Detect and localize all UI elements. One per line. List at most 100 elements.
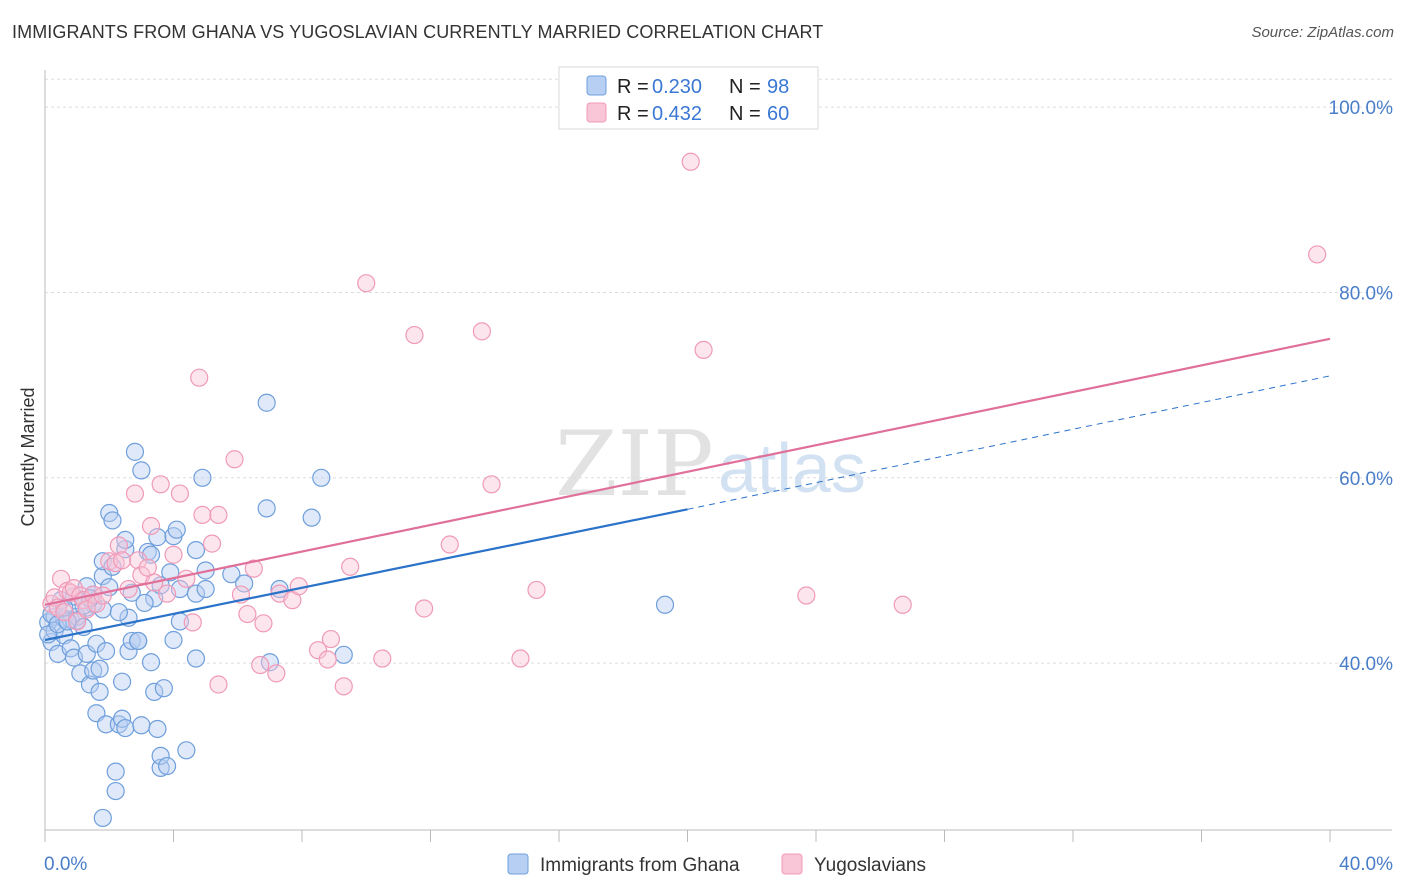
- point-yugoslavian-35: [209, 675, 228, 694]
- point-yugoslavian-31: [183, 613, 202, 632]
- point-ghana-39: [112, 672, 132, 691]
- trend-line-ghana: [44, 508, 688, 642]
- axes: [44, 70, 1392, 842]
- point-yugoslavian-24: [141, 516, 161, 536]
- point-yugoslavian-52: [357, 274, 376, 293]
- point-yugoslavian-15: [100, 552, 119, 571]
- point-ghana-85: [312, 468, 331, 487]
- legend-n-label-yugoslavian: N =: [729, 103, 766, 125]
- point-yugoslavian-63: [797, 586, 816, 605]
- trend-line-yugoslavian: [44, 337, 1331, 606]
- legend-r-label-yugoslavian: R =: [617, 103, 654, 125]
- legend-n-value-ghana: 98: [767, 76, 789, 98]
- point-yugoslavian-62: [694, 340, 713, 360]
- point-yugoslavian-21: [129, 551, 148, 570]
- point-yugoslavian-7: [64, 578, 84, 598]
- point-yugoslavian-54: [405, 325, 424, 345]
- point-yugoslavian-27: [157, 584, 177, 603]
- point-yugoslavian-37: [225, 450, 244, 469]
- point-ghana-58: [148, 528, 167, 547]
- point-ghana-80: [257, 393, 276, 412]
- legend-bottom: Immigrants from Ghana Yugoslavians: [507, 853, 926, 876]
- legend-swatch-ghana: [586, 75, 607, 96]
- point-ghana-52: [132, 716, 151, 735]
- point-yugoslavian-55: [414, 599, 434, 618]
- point-ghana-84: [302, 508, 321, 527]
- legend-r-label-ghana: R =: [617, 76, 654, 98]
- point-ghana-48: [125, 442, 145, 461]
- y-tick-labels: 40.0% 60.0% 80.0% 100.0%: [1329, 98, 1394, 675]
- point-yugoslavian-4: [55, 603, 74, 622]
- point-ghana-30: [96, 642, 116, 661]
- point-yugoslavian-36: [209, 505, 228, 524]
- point-yugoslavian-61: [681, 152, 700, 171]
- trend-lines: [44, 337, 1331, 642]
- point-yugoslavian-20: [125, 484, 145, 503]
- point-yugoslavian-53: [373, 649, 392, 668]
- point-yugoslavian-34: [202, 534, 222, 553]
- point-yugoslavian-26: [151, 475, 170, 494]
- point-yugoslavian-56: [440, 535, 459, 554]
- point-ghana-72: [186, 540, 206, 560]
- point-ghana-68: [167, 520, 186, 539]
- point-yugoslavian-42: [254, 614, 273, 633]
- chart-title: IMMIGRANTS FROM GHANA VS YUGOSLAVIAN CUR…: [12, 22, 824, 42]
- point-ghana-64: [157, 756, 177, 776]
- point-yugoslavian-17: [109, 536, 128, 555]
- legend-bottom-swatch-yugoslavian: [781, 853, 803, 875]
- x-tick-label-1: 40.0%: [1339, 854, 1393, 875]
- point-ghana-81: [257, 499, 276, 518]
- point-ghana-87: [655, 595, 675, 614]
- point-ghana-26: [90, 682, 109, 702]
- x-tick-label-0: 0.0%: [44, 854, 87, 875]
- point-yugoslavian-40: [244, 559, 263, 578]
- point-ghana-22: [84, 661, 103, 680]
- point-ghana-50: [129, 631, 148, 651]
- y-tick-label-0: 40.0%: [1339, 654, 1393, 675]
- legend-r-value-ghana: 0.230: [652, 76, 702, 98]
- point-ghana-57: [145, 682, 164, 702]
- point-yugoslavian-14: [93, 586, 112, 605]
- x-tick-labels: 0.0% 40.0%: [44, 854, 1393, 875]
- point-yugoslavian-33: [193, 505, 212, 524]
- point-ghana-88: [93, 808, 112, 828]
- point-ghana-59: [148, 719, 167, 739]
- point-yugoslavian-39: [238, 604, 257, 624]
- point-ghana-79: [235, 574, 254, 593]
- point-yugoslavian-41: [251, 655, 270, 675]
- point-yugoslavian-49: [321, 629, 341, 649]
- point-yugoslavian-59: [511, 649, 530, 668]
- point-ghana-66: [164, 630, 183, 650]
- point-ghana-61: [151, 746, 170, 765]
- point-yugoslavian-48: [318, 650, 337, 669]
- point-yugoslavian-51: [341, 557, 360, 576]
- y-tick-label-3: 100.0%: [1329, 98, 1394, 119]
- legend-swatch-yugoslavian: [586, 102, 607, 123]
- y-tick-label-1: 60.0%: [1339, 469, 1393, 490]
- point-ghana-86: [334, 645, 353, 664]
- point-yugoslavian-28: [164, 545, 183, 564]
- point-yugoslavian-50: [334, 677, 353, 696]
- point-ghana-71: [177, 741, 196, 760]
- point-ghana-41: [116, 718, 135, 738]
- legend-bottom-label-ghana: Immigrants from Ghana: [540, 855, 740, 876]
- point-ghana-55: [141, 653, 161, 672]
- point-yugoslavian-18: [112, 551, 132, 570]
- point-yugoslavian-58: [482, 475, 501, 494]
- y-axis-label: Currently Married: [18, 387, 38, 526]
- point-ghana-76: [196, 579, 215, 599]
- point-yugoslavian-65: [1308, 245, 1327, 264]
- point-ghana-19: [80, 675, 100, 694]
- point-ghana-23: [87, 634, 106, 653]
- point-yugoslavian-43: [267, 664, 286, 683]
- point-ghana-37: [106, 762, 125, 781]
- legend-top: R = 0.230 N = 98 R = 0.432 N = 60: [558, 66, 819, 130]
- point-yugoslavian-32: [190, 368, 209, 387]
- source-label: Source: ZipAtlas.com: [1251, 24, 1394, 41]
- watermark-atlas: atlas: [718, 429, 866, 507]
- point-ghana-25: [90, 659, 109, 678]
- point-yugoslavian-57: [472, 322, 491, 341]
- point-ghana-36: [106, 781, 125, 801]
- point-yugoslavian-30: [177, 569, 196, 588]
